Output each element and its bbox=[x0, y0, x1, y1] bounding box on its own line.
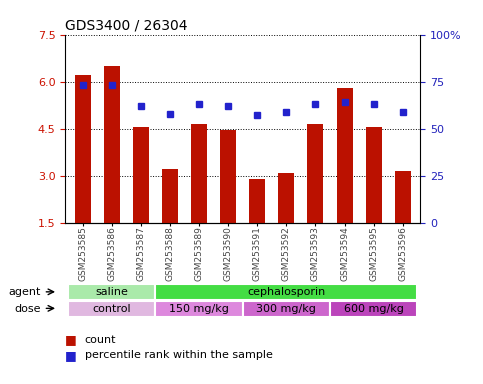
Text: agent: agent bbox=[9, 287, 41, 297]
Text: control: control bbox=[92, 304, 131, 314]
Bar bbox=[220, 130, 236, 223]
Text: cephalosporin: cephalosporin bbox=[247, 287, 326, 297]
Text: GSM253595: GSM253595 bbox=[369, 227, 378, 281]
Text: saline: saline bbox=[95, 287, 128, 297]
Text: GSM253586: GSM253586 bbox=[107, 227, 116, 281]
Text: GSM253592: GSM253592 bbox=[282, 227, 291, 281]
Text: 150 mg/kg: 150 mg/kg bbox=[169, 304, 229, 314]
Bar bbox=[104, 66, 120, 223]
Bar bbox=[191, 124, 207, 223]
Text: GSM253587: GSM253587 bbox=[136, 227, 145, 281]
Bar bbox=[133, 127, 149, 223]
Text: percentile rank within the sample: percentile rank within the sample bbox=[85, 350, 272, 360]
Bar bbox=[366, 127, 382, 223]
Text: GSM253596: GSM253596 bbox=[398, 227, 407, 281]
Bar bbox=[75, 75, 91, 223]
Text: GSM253593: GSM253593 bbox=[311, 227, 320, 281]
Text: 300 mg/kg: 300 mg/kg bbox=[256, 304, 316, 314]
Text: dose: dose bbox=[14, 304, 41, 314]
Text: GDS3400 / 26304: GDS3400 / 26304 bbox=[65, 18, 188, 32]
Text: ■: ■ bbox=[65, 349, 77, 362]
Text: count: count bbox=[85, 335, 116, 345]
Bar bbox=[249, 179, 265, 223]
Text: GSM253585: GSM253585 bbox=[78, 227, 87, 281]
Bar bbox=[162, 169, 178, 223]
Text: GSM253590: GSM253590 bbox=[224, 227, 233, 281]
Text: 600 mg/kg: 600 mg/kg bbox=[344, 304, 404, 314]
Bar bbox=[395, 171, 411, 223]
Bar bbox=[278, 172, 294, 223]
Bar bbox=[308, 124, 324, 223]
Text: GSM253589: GSM253589 bbox=[195, 227, 203, 281]
Text: GSM253594: GSM253594 bbox=[340, 227, 349, 281]
Text: GSM253591: GSM253591 bbox=[253, 227, 262, 281]
Text: GSM253588: GSM253588 bbox=[166, 227, 174, 281]
Bar bbox=[337, 88, 353, 223]
Text: ■: ■ bbox=[65, 333, 77, 346]
